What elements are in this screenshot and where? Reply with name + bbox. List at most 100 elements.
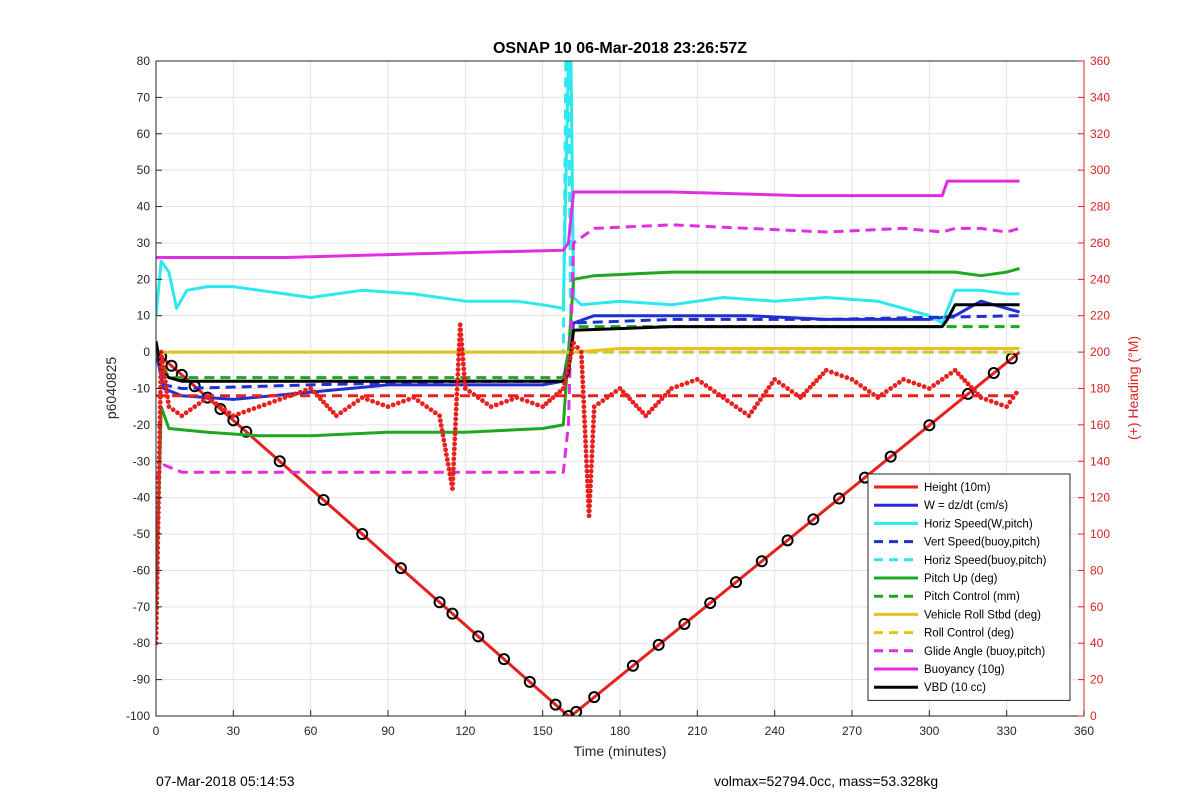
- series-point: [444, 457, 450, 462]
- series-point: [438, 418, 443, 424]
- series-point: [156, 470, 162, 475]
- series-point: [156, 510, 161, 516]
- y-left-tick-label: -90: [133, 673, 151, 687]
- series-point: [157, 440, 162, 445]
- series-point: [580, 374, 585, 380]
- series-point: [165, 399, 171, 405]
- y-right-tick-label: 280: [1090, 200, 1110, 214]
- series-point: [972, 388, 977, 394]
- series-point: [488, 404, 494, 410]
- series-point: [712, 389, 717, 394]
- series-point: [330, 409, 336, 415]
- series-point: [579, 369, 585, 375]
- y-right-tick-label: 240: [1090, 272, 1110, 286]
- height-marker: [730, 576, 742, 589]
- series-point: [575, 345, 580, 350]
- y-right-tick-label: 300: [1090, 163, 1110, 177]
- series-point: [272, 398, 277, 404]
- series-point: [591, 404, 597, 410]
- series-point: [385, 404, 391, 410]
- series-point: [156, 525, 161, 531]
- series-point: [584, 473, 590, 479]
- series-point: [962, 378, 968, 383]
- series-point: [583, 448, 589, 454]
- series-point: [321, 399, 326, 405]
- series-point: [183, 410, 189, 416]
- series-point: [450, 476, 456, 482]
- height-marker: [588, 691, 601, 704]
- series-point: [156, 465, 162, 470]
- series-point: [222, 407, 228, 413]
- series-point: [579, 364, 585, 370]
- series-point: [308, 386, 314, 391]
- series-point: [567, 355, 573, 361]
- series-point: [589, 453, 595, 459]
- series-point: [156, 600, 160, 606]
- series-point: [179, 413, 185, 419]
- series-point: [955, 371, 961, 377]
- series-point: [452, 441, 457, 447]
- series-point: [959, 374, 964, 380]
- height-marker: [570, 705, 583, 716]
- series-point: [458, 332, 464, 338]
- series-point: [196, 401, 202, 407]
- series-point: [439, 427, 445, 433]
- series-point: [583, 443, 589, 449]
- series-point: [983, 397, 989, 402]
- y-right-tick-label: 40: [1090, 636, 1104, 650]
- series-point: [591, 414, 597, 420]
- series-point: [613, 389, 619, 394]
- series-point: [540, 404, 546, 410]
- series-point: [752, 405, 758, 411]
- series-point: [562, 381, 567, 386]
- series-point: [883, 389, 889, 394]
- height-markers: [156, 350, 1018, 716]
- series-point: [584, 458, 589, 464]
- series-point: [444, 452, 449, 458]
- series-point: [156, 570, 160, 576]
- series-line-pitch-control-mm: [156, 325, 1020, 380]
- series-point: [588, 473, 594, 479]
- chart-title: OSNAP 10 06-Mar-2018 23:26:57Z: [493, 40, 747, 57]
- x-tick-label: 120: [455, 724, 475, 738]
- y-right-tick-label: 20: [1090, 673, 1104, 687]
- series-point: [581, 414, 587, 420]
- series-point: [509, 397, 515, 402]
- series-point: [156, 555, 160, 561]
- series-point: [633, 403, 639, 408]
- legend-entry: Glide Angle (buoy,pitch): [924, 646, 1045, 658]
- series-point: [451, 461, 457, 467]
- series-point: [459, 346, 465, 352]
- series-point: [160, 359, 165, 365]
- series-point: [588, 483, 593, 489]
- series-line-buoyancy-10g: [156, 179, 1020, 259]
- series-point: [156, 450, 162, 455]
- series-point: [450, 466, 456, 472]
- series-point: [158, 379, 164, 385]
- series-point: [158, 389, 163, 395]
- series-point: [327, 406, 333, 412]
- y-right-tick-label: 320: [1090, 127, 1110, 141]
- series-point: [460, 351, 465, 357]
- series-point: [589, 448, 595, 454]
- series-point: [159, 354, 165, 360]
- series-point: [156, 515, 161, 521]
- series-point: [156, 490, 162, 496]
- series-point: [338, 410, 344, 416]
- series-point: [906, 378, 912, 384]
- y-left-tick-labels: -100-90-80-70-60-50-40-30-20-10010203040…: [126, 54, 162, 723]
- series-point: [351, 401, 357, 407]
- series-point: [807, 384, 813, 390]
- series-point: [213, 401, 219, 407]
- height-marker: [678, 617, 691, 630]
- series-point: [866, 389, 872, 394]
- height-marker: [549, 698, 562, 711]
- series-point: [156, 540, 161, 546]
- series-point: [157, 419, 163, 425]
- y-right-tick-label: 100: [1090, 527, 1110, 541]
- series-point: [458, 327, 463, 333]
- height-marker: [433, 596, 446, 609]
- series-point: [166, 404, 172, 410]
- series-point: [888, 386, 894, 391]
- series-point: [926, 386, 932, 391]
